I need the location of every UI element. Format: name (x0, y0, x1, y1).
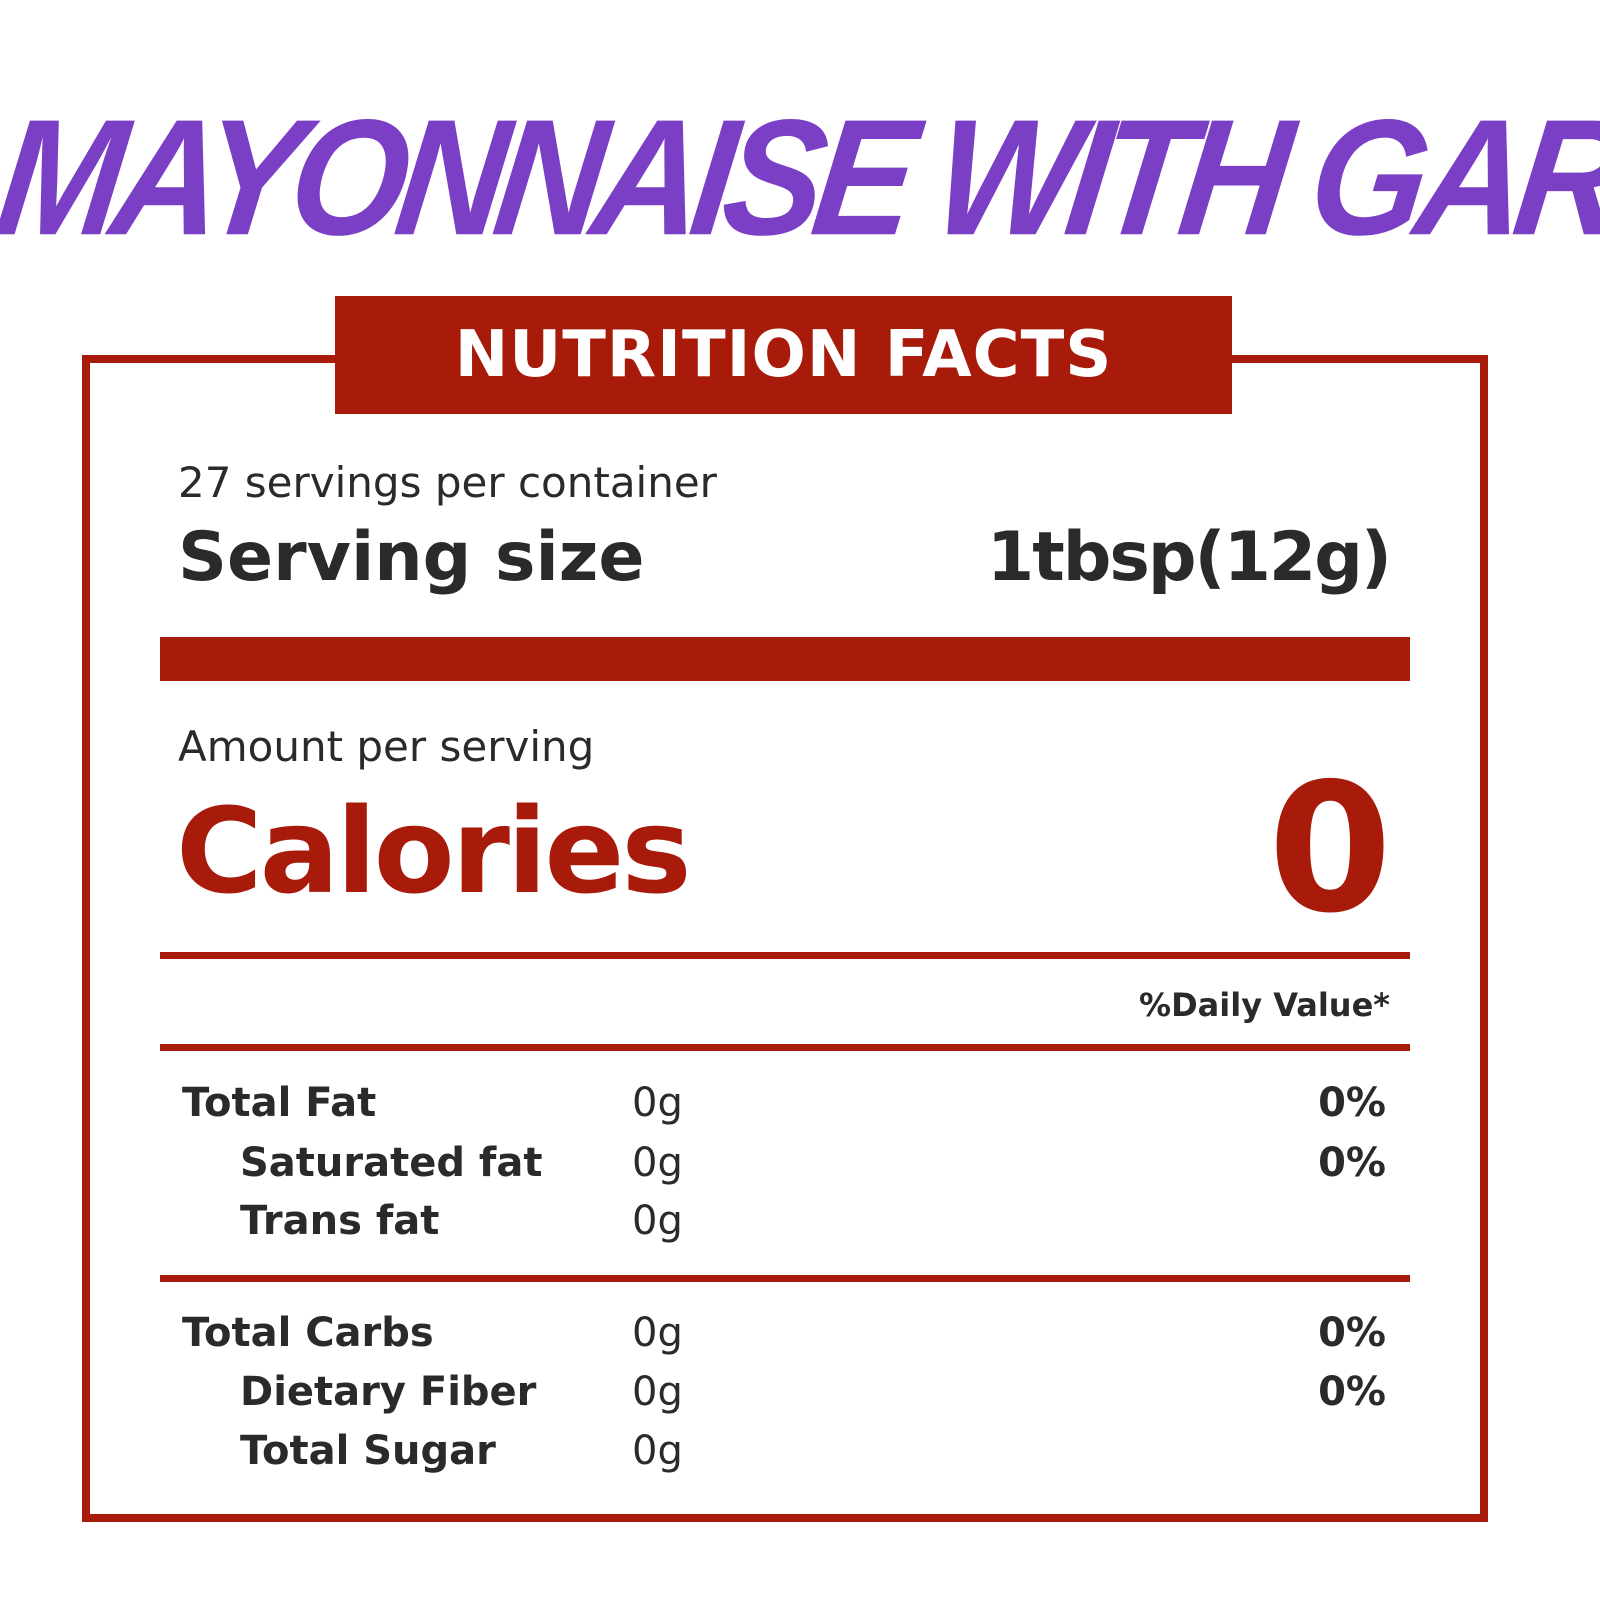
divider (160, 1044, 1410, 1051)
calories-label: Calories (176, 782, 692, 920)
nutrient-name: Total Fat (182, 1080, 377, 1126)
nutrient-dv: 0% (1318, 1080, 1386, 1126)
nutrient-amount: 0g (632, 1369, 683, 1415)
nutrient-amount: 0g (632, 1428, 683, 1474)
nutrient-amount: 0g (632, 1198, 683, 1244)
nutrient-amount: 0g (632, 1310, 683, 1356)
serving-size-label: Serving size (178, 518, 645, 597)
nutrient-dv: 0% (1318, 1369, 1386, 1415)
nutrient-dv: 0% (1318, 1140, 1386, 1186)
divider (160, 1275, 1410, 1282)
nutrient-amount: 0g (632, 1080, 683, 1126)
nutrient-name: Saturated fat (240, 1140, 543, 1186)
nutrient-name: Total Carbs (182, 1310, 434, 1356)
nutrient-dv: 0% (1318, 1310, 1386, 1356)
product-title: MAYONNAISE WITH GARLIC (0, 84, 1600, 270)
amount-per-serving: Amount per serving (178, 722, 595, 771)
thick-divider (160, 637, 1410, 681)
nutrient-name: Total Sugar (240, 1428, 496, 1474)
nutrient-name: Dietary Fiber (240, 1369, 537, 1415)
daily-value-header: %Daily Value* (1139, 986, 1390, 1024)
serving-size-value: 1tbsp(12g) (986, 518, 1392, 597)
calories-value: 0 (1268, 745, 1392, 952)
nutrient-amount: 0g (632, 1140, 683, 1186)
nutrient-name: Trans fat (240, 1198, 440, 1244)
divider (160, 952, 1410, 959)
nutrition-facts-header: NUTRITION FACTS (335, 296, 1232, 414)
servings-per-container: 27 servings per container (178, 458, 717, 507)
